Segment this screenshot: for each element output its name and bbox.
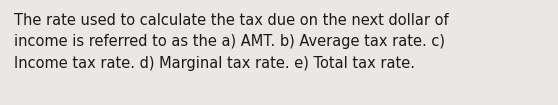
Text: The rate used to calculate the tax due on the next dollar of
income is referred : The rate used to calculate the tax due o… [14,13,449,71]
